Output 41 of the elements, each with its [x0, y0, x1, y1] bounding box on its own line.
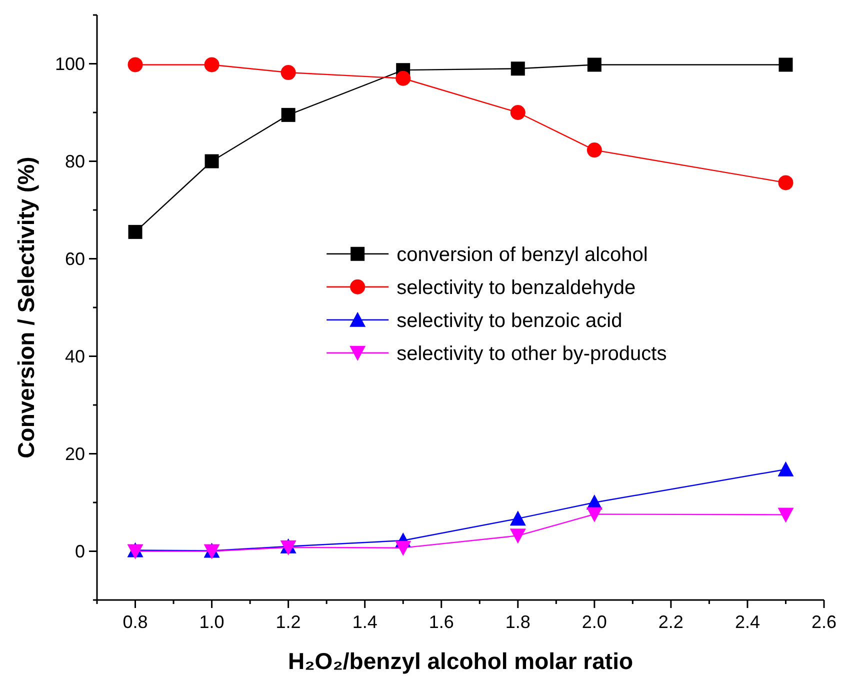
point	[510, 528, 526, 544]
x-tick-label: 2.4	[734, 612, 760, 632]
point	[128, 224, 142, 239]
x-axis-title: H₂O₂/benzyl alcohol molar ratio	[288, 648, 634, 674]
x-tick-label: 1.6	[428, 612, 454, 632]
y-tick-label: 80	[64, 151, 85, 172]
x-tick-label: 2.6	[811, 612, 837, 632]
y-tick-label: 60	[64, 248, 85, 269]
point	[510, 105, 526, 120]
legend-label: conversion of benzyl alcohol	[396, 244, 648, 266]
legend-label: selectivity to other by-products	[396, 342, 667, 365]
point	[586, 507, 602, 522]
point	[395, 540, 412, 556]
point	[280, 65, 296, 80]
point	[281, 108, 296, 122]
x-tick-label: 2.0	[582, 612, 607, 632]
y-axis-title: Conversion / Selectivity (%)	[13, 156, 39, 458]
legend-label: selectivity to benzoic acid	[396, 310, 622, 332]
point	[778, 461, 794, 476]
point	[204, 154, 219, 168]
y-tick-label: 0	[74, 541, 85, 562]
point	[396, 70, 411, 86]
y-tick-label: 40	[64, 346, 85, 366]
point	[204, 57, 220, 72]
point	[128, 57, 143, 72]
x-tick-label: 1.0	[199, 612, 224, 632]
x-tick-label: 1.8	[505, 612, 530, 632]
y-tick-label: 100	[54, 54, 85, 74]
x-tick-label: 2.2	[658, 612, 684, 632]
y-tick-label: 20	[64, 444, 85, 464]
legend-label: selectivity to benzaldehyde	[396, 276, 636, 299]
point	[510, 62, 525, 76]
x-tick-label: 0.8	[122, 612, 148, 632]
point	[510, 510, 526, 526]
point	[778, 58, 793, 72]
x-tick-label: 1.2	[276, 612, 301, 632]
point	[587, 58, 602, 72]
point	[778, 508, 794, 523]
point	[778, 175, 794, 190]
point	[586, 142, 602, 158]
x-tick-label: 1.4	[352, 612, 378, 632]
